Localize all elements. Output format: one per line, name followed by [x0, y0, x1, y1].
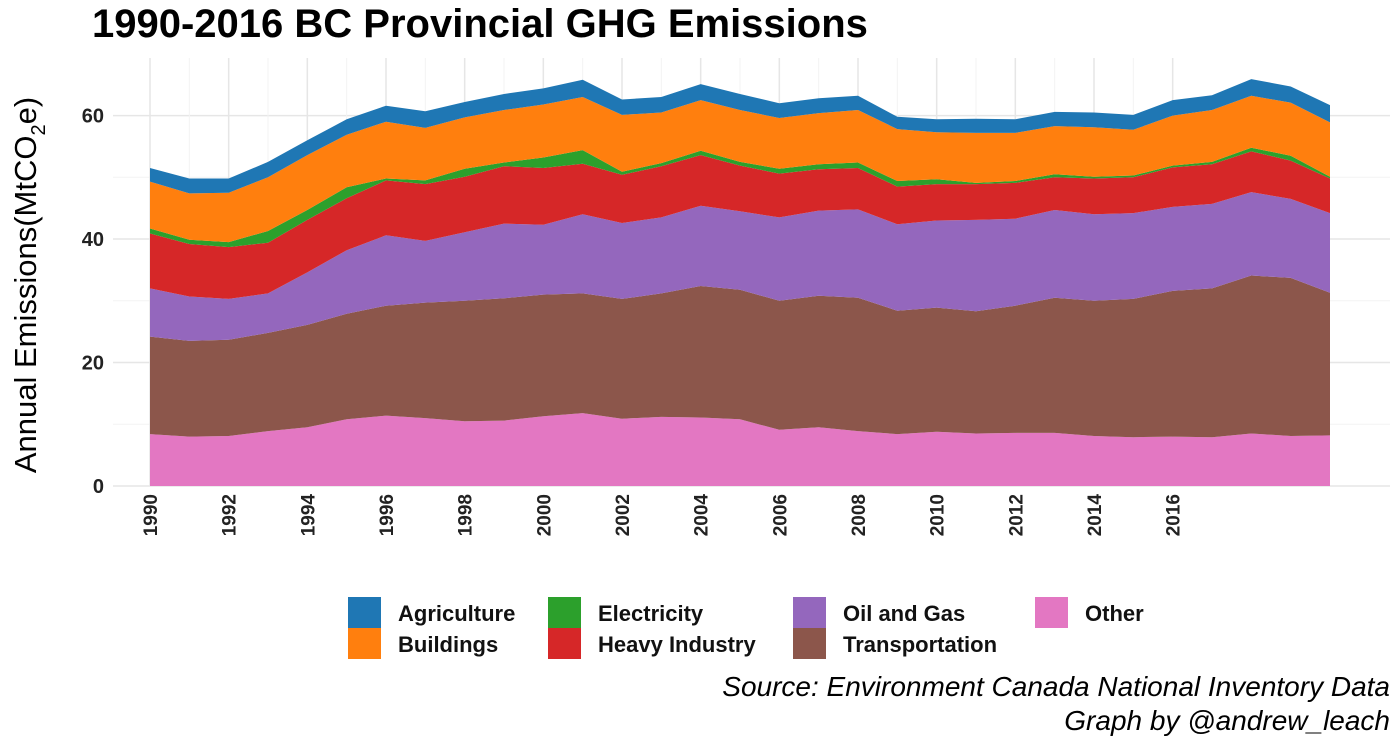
legend-label: Other	[1085, 601, 1144, 626]
x-tick-label: 2000	[534, 494, 555, 536]
legend-swatch	[548, 597, 581, 628]
y-axis: 0 20 40 60	[82, 106, 104, 498]
source-caption: Source: Environment Canada National Inve…	[722, 671, 1390, 702]
area-electricity	[150, 147, 1330, 248]
legend-item: Electricity	[548, 597, 704, 628]
legend-label: Electricity	[598, 601, 704, 626]
chart-title: 1990-2016 BC Provincial GHG Emissions	[92, 2, 868, 46]
x-tick-label: 2014	[1085, 494, 1106, 537]
area-other	[150, 413, 1330, 486]
x-tick-label: 1998	[456, 494, 477, 536]
legend-swatch	[793, 628, 826, 659]
x-axis: 1990 1992 1994 1996 1998 2000 2002 2004 2006 2008…	[141, 494, 1185, 537]
legend-item: Heavy Industry	[548, 628, 756, 659]
legend-swatch	[548, 628, 581, 659]
area-oil-and-gas	[150, 192, 1330, 341]
y-tick-label: 60	[82, 106, 104, 128]
y-tick-label: 0	[93, 476, 104, 498]
x-tick-label: 2008	[849, 494, 870, 536]
credit-caption: Graph by @andrew_leach	[1064, 705, 1390, 736]
area-buildings	[150, 95, 1330, 243]
x-tick-label: 1990	[141, 494, 162, 536]
x-tick-label: 2010	[928, 494, 949, 536]
legend-swatch	[348, 597, 381, 628]
legend-swatch	[348, 628, 381, 659]
legend-label: Buildings	[398, 632, 498, 657]
x-tick-label: 2006	[770, 494, 791, 536]
y-tick-label: 40	[82, 229, 104, 251]
legend-label: Oil and Gas	[843, 601, 965, 626]
x-tick-label: 2002	[613, 494, 634, 536]
y-tick-label: 20	[82, 353, 104, 375]
legend-item: Agriculture	[348, 597, 515, 628]
x-tick-label: 2012	[1006, 494, 1027, 536]
stacked-areas	[150, 79, 1330, 486]
x-tick-label: 2016	[1164, 494, 1185, 536]
legend-label: Agriculture	[398, 601, 515, 626]
legend-label: Heavy Industry	[598, 632, 756, 657]
x-tick-label: 1996	[377, 494, 398, 536]
area-transportation	[150, 275, 1330, 438]
legend-item: Oil and Gas	[793, 597, 965, 628]
area-agriculture	[150, 79, 1330, 194]
x-tick-label: 2004	[692, 494, 713, 537]
legend-swatch	[793, 597, 826, 628]
legend-item: Buildings	[348, 628, 498, 659]
x-tick-label: 1992	[220, 494, 241, 536]
legend-item: Transportation	[793, 628, 997, 659]
legend-label: Transportation	[843, 632, 997, 657]
x-tick-label: 1994	[298, 494, 319, 537]
legend-item: Other	[1035, 597, 1144, 628]
legend-swatch	[1035, 597, 1068, 628]
y-axis-label: Annual Emissions(MtCO2e)	[8, 97, 50, 473]
legend: Agriculture Buildings Electricity Heavy Ind…	[348, 597, 1144, 659]
area-heavy-industry	[150, 151, 1330, 299]
